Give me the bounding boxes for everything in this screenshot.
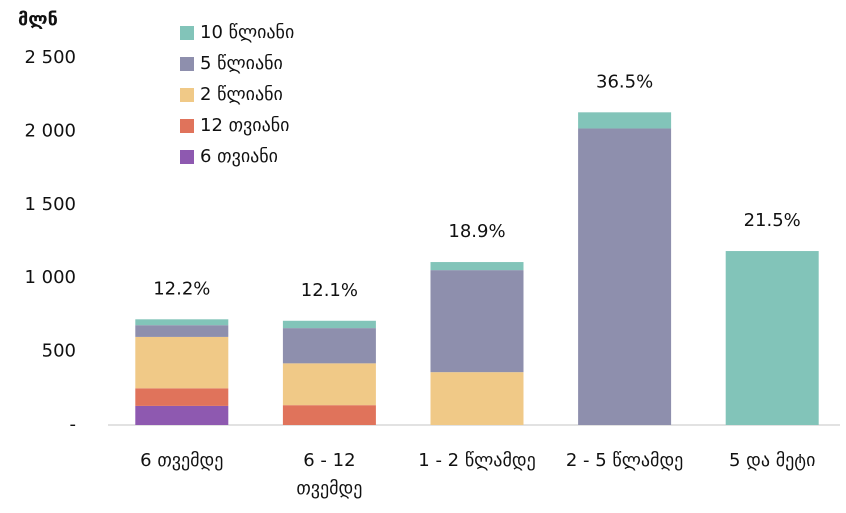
y-tick-label: 1 500 xyxy=(24,194,76,215)
legend-label: 10 წლიანი xyxy=(200,22,294,43)
bar-segment xyxy=(282,320,376,329)
bar-segment xyxy=(282,328,376,364)
bar-top-label: 18.9% xyxy=(448,221,505,242)
bar-top-label: 36.5% xyxy=(596,71,653,92)
y-tick-label: 2 500 xyxy=(24,47,76,68)
x-tick-label: 5 და მეტი xyxy=(728,450,816,471)
legend-swatch xyxy=(180,57,194,71)
bar-segment xyxy=(578,128,672,426)
legend-swatch xyxy=(180,119,194,133)
bar-segment xyxy=(430,372,524,425)
bar-segment xyxy=(135,325,229,337)
x-tick-label: 1 - 2 წლამდე xyxy=(418,450,536,471)
bar-segment xyxy=(282,363,376,406)
bar-segment xyxy=(578,112,672,129)
bar-top-label: 12.2% xyxy=(153,278,210,299)
y-tick-label: 1 000 xyxy=(24,267,76,288)
legend-label: 5 წლიანი xyxy=(200,53,283,74)
bar-top-label: 21.5% xyxy=(744,210,801,231)
bar-segment xyxy=(430,262,524,271)
y-axis-label: მლნ xyxy=(18,9,58,30)
bar-segment xyxy=(282,405,376,425)
legend-swatch xyxy=(180,88,194,102)
y-tick-label: 2 000 xyxy=(24,120,76,141)
legend-label: 2 წლიანი xyxy=(200,84,283,105)
bar-segment xyxy=(135,336,229,389)
bar-segment xyxy=(135,405,229,425)
legend-swatch xyxy=(180,26,194,40)
bar-segment xyxy=(725,251,819,425)
legend-label: 6 თვიანი xyxy=(200,146,278,167)
bar-top-label: 12.1% xyxy=(301,280,358,301)
bar-segment xyxy=(135,319,229,326)
x-tick-label: 6 - 12 თვემდე xyxy=(296,450,363,499)
bar-segment xyxy=(135,388,229,406)
x-tick-label: 2 - 5 წლამდე xyxy=(565,450,684,471)
bar-segment xyxy=(430,270,524,373)
x-tick-label: 6 თვემდე xyxy=(140,450,224,471)
y-tick-label: 500 xyxy=(42,341,76,362)
legend-swatch xyxy=(180,150,194,164)
legend-label: 12 თვიანი xyxy=(200,115,289,136)
y-tick-label: - xyxy=(70,414,77,435)
